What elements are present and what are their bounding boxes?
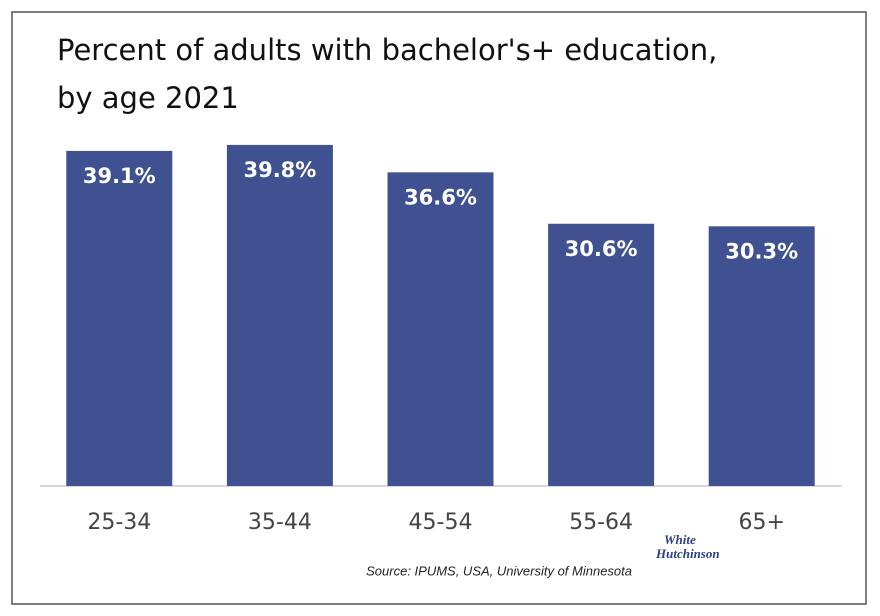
bar (66, 150, 173, 486)
source: Source: IPUMS, USA, University of Minnes… (366, 563, 632, 578)
logo: Hutchinson (655, 546, 720, 561)
value-label: 39.1% (83, 164, 156, 188)
bar (548, 223, 655, 486)
value-label: 39.8% (243, 158, 316, 182)
chart-title: by age 2021 (57, 81, 239, 115)
logo: White (664, 532, 696, 547)
x-tick-label: 25-34 (87, 510, 151, 535)
bar (226, 144, 333, 486)
x-tick-label: 35-44 (248, 510, 312, 535)
value-label: 36.6% (404, 185, 477, 209)
bar (708, 226, 815, 487)
x-tick-label: 65+ (738, 510, 784, 535)
x-tick-label: 55-64 (569, 510, 633, 535)
chart-title: Percent of adults with bachelor's+ educa… (57, 33, 717, 67)
value-label: 30.3% (725, 239, 798, 263)
x-tick-label: 45-54 (409, 510, 473, 535)
bar (387, 172, 494, 486)
value-label: 30.6% (565, 237, 638, 261)
